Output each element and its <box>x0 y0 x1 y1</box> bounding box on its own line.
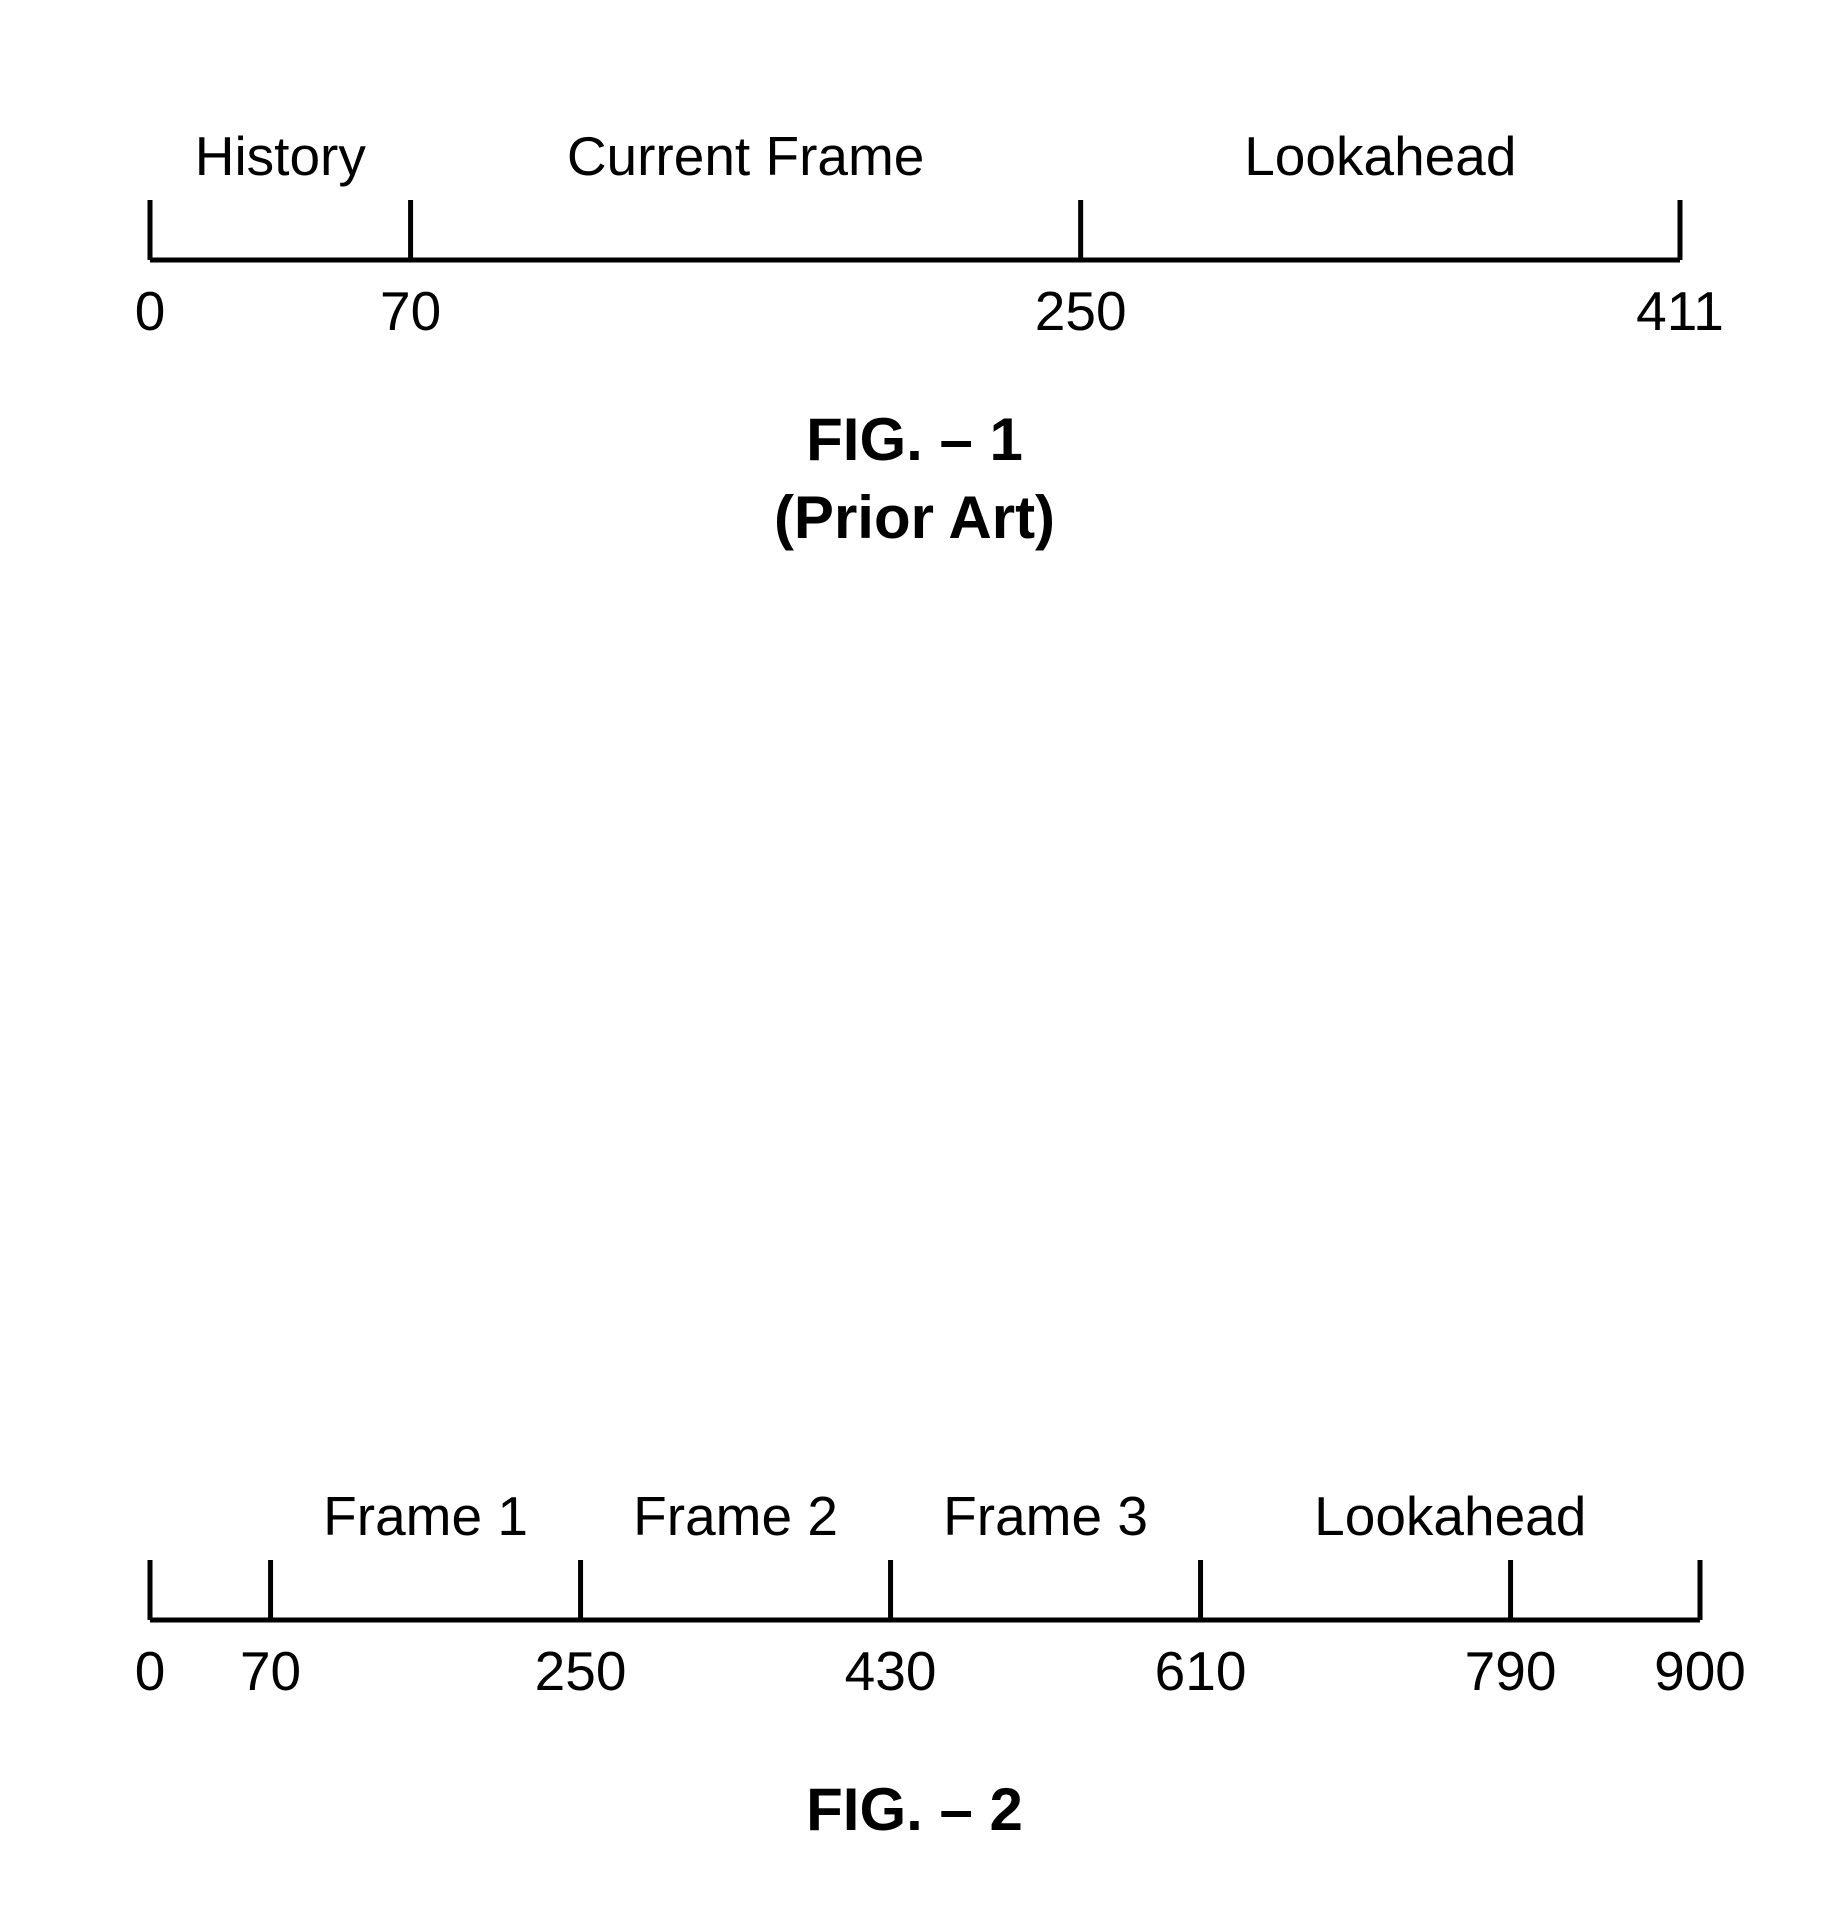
figure-1-tick-label: 250 <box>1035 280 1127 342</box>
figure-canvas: 0 70 250 411 History Current Frame Lookahead FI… <box>0 0 1829 1923</box>
figure-2-segment-label: Frame 1 <box>323 1485 528 1547</box>
figure-1-tick-label: 70 <box>380 280 441 342</box>
figure-1-segment-label: Current Frame <box>567 125 925 187</box>
figure-2-segment-label: Frame 2 <box>633 1485 838 1547</box>
figure-2-tick-label: 610 <box>1155 1640 1247 1702</box>
figure-2: 0 70 250 430 610 790 900 Frame 1 Frame 2 Frame 3 L… <box>135 1485 1746 1843</box>
figure-2-tick-label: 0 <box>135 1640 166 1702</box>
figure-2-tick-label: 70 <box>240 1640 301 1702</box>
figure-2-tick-label: 790 <box>1465 1640 1557 1702</box>
figure-2-tick-label: 250 <box>535 1640 627 1702</box>
figure-1-segment-label: Lookahead <box>1244 125 1516 187</box>
figure-2-caption: FIG. – 2 <box>806 1776 1023 1843</box>
figure-1-tick-label: 0 <box>135 280 166 342</box>
figure-1-caption: (Prior Art) <box>774 484 1055 551</box>
figure-2-segment-label: Lookahead <box>1314 1485 1586 1547</box>
figure-2-segment-label: Frame 3 <box>943 1485 1148 1547</box>
figure-1-tick-label: 411 <box>1636 280 1724 342</box>
figure-1: 0 70 250 411 History Current Frame Lookahead FI… <box>135 125 1724 551</box>
figure-2-tick-label: 900 <box>1654 1640 1746 1702</box>
figure-2-tick-label: 430 <box>845 1640 937 1702</box>
figure-1-segment-label: History <box>195 125 367 187</box>
figure-1-caption: FIG. – 1 <box>806 406 1023 473</box>
